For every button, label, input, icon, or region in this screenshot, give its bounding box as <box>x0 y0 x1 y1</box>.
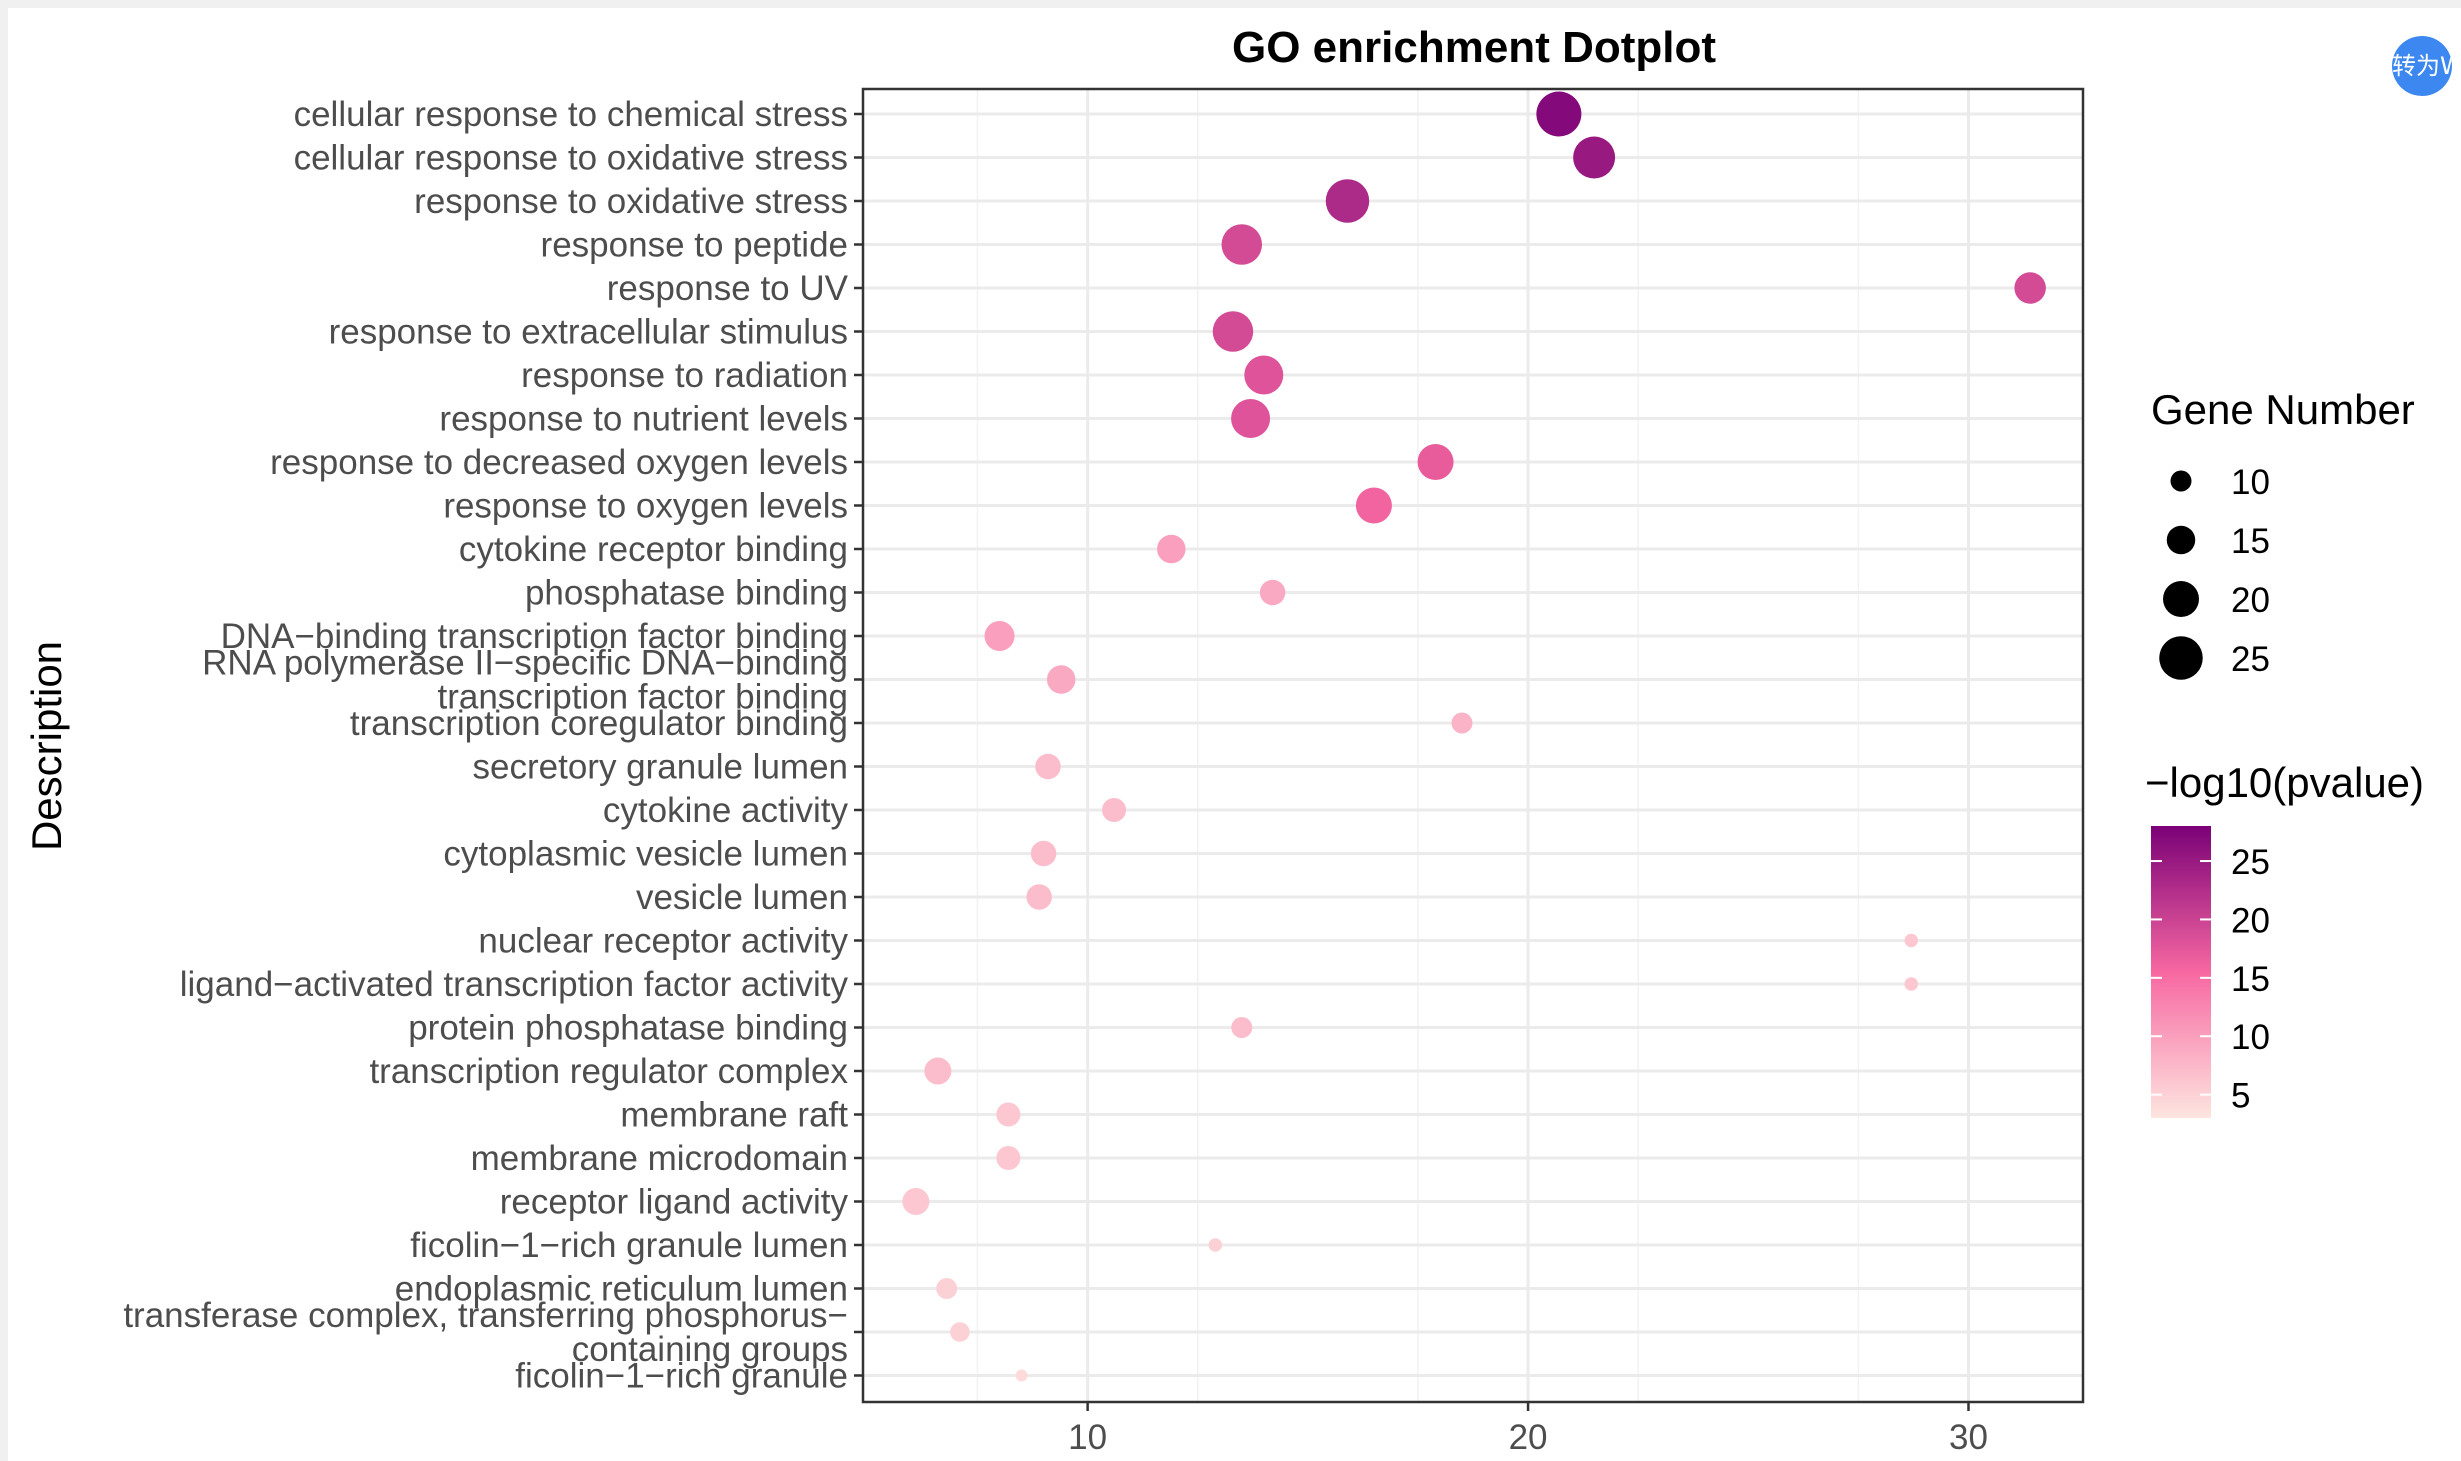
color-legend-label: 5 <box>2231 1077 2250 1116</box>
data-point <box>1026 884 1052 910</box>
data-point <box>1904 933 1918 948</box>
y-tick-label: DNA−binding transcription factor binding <box>221 617 848 656</box>
size-legend-label: 15 <box>2231 522 2270 561</box>
data-point <box>1030 840 1057 867</box>
data-point <box>950 1322 970 1342</box>
data-point <box>1102 798 1127 822</box>
y-tick-label: secretory granule lumen <box>473 748 848 787</box>
plot-panel <box>863 89 2083 1402</box>
y-axis: cellular response to chemical stress cell… <box>123 95 863 1396</box>
y-tick-label: cytokine activity <box>603 791 849 830</box>
size-legend-title: Gene Number <box>2151 386 2415 433</box>
y-tick-label: transcription regulator complex <box>369 1052 848 1091</box>
data-point <box>1417 444 1454 480</box>
y-tick-label: phosphatase binding <box>525 574 848 613</box>
data-point <box>1046 665 1076 694</box>
y-tick-label: membrane microdomain <box>471 1139 848 1178</box>
chart-title: GO enrichment Dotplot <box>1232 23 1716 72</box>
y-tick-label: endoplasmic reticulum lumen <box>395 1270 848 1309</box>
data-point <box>1212 311 1254 352</box>
data-point <box>1259 579 1286 606</box>
y-tick-label: nuclear receptor activity <box>478 922 848 961</box>
y-tick-label: response to peptide <box>541 226 848 265</box>
data-point <box>996 1102 1021 1127</box>
data-point <box>1573 136 1616 179</box>
grid-lines <box>863 89 2083 1402</box>
y-tick-label: ficolin−1−rich granule lumen <box>410 1226 848 1265</box>
y-tick-label: protein phosphatase binding <box>408 1009 848 1048</box>
size-legend: Gene Number 10 15 20 25 <box>2151 386 2415 680</box>
figure: GO enrichment Dotplot Description cellul… <box>8 8 2461 1461</box>
floating-badge[interactable]: 转为W <box>2392 36 2452 96</box>
data-point <box>984 621 1015 651</box>
dotplot-chart: GO enrichment Dotplot Description cellul… <box>23 23 2424 1457</box>
data-point <box>1904 977 1918 991</box>
y-tick-label: response to decreased oxygen levels <box>270 443 848 482</box>
y-tick-label: cytokine receptor binding <box>459 530 848 569</box>
data-point <box>1208 1238 1223 1252</box>
data-point <box>1157 534 1186 564</box>
y-tick-label: response to radiation <box>521 356 848 395</box>
y-tick-label: transferase complex, transferring phosph… <box>123 1296 848 1369</box>
y-tick-label: cytoplasmic vesicle lumen <box>443 835 848 874</box>
data-point <box>1231 399 1271 438</box>
data-point <box>1355 487 1392 524</box>
y-tick-label: transcription coregulator binding <box>350 704 848 743</box>
data-point <box>936 1278 958 1299</box>
data-point <box>1231 1017 1253 1038</box>
color-bar <box>2151 826 2211 1118</box>
data-point <box>1035 753 1061 780</box>
data-point <box>1325 179 1370 223</box>
data-point <box>924 1057 952 1085</box>
size-legend-key <box>2170 470 2192 492</box>
size-legend-key <box>2166 525 2196 555</box>
x-tick-label: 30 <box>1949 1418 1988 1457</box>
x-tick-label: 10 <box>1068 1418 1107 1457</box>
data-point <box>902 1188 930 1215</box>
y-tick-label: RNA polymerase II−specific DNA−binding tr… <box>202 644 848 717</box>
y-tick-label: response to nutrient levels <box>439 400 848 439</box>
data-point <box>1015 1369 1028 1382</box>
data-point <box>1244 355 1284 395</box>
y-tick-label: cellular response to oxidative stress <box>294 139 848 178</box>
color-legend-label: 20 <box>2231 901 2270 940</box>
y-tick-label: ficolin−1−rich granule <box>515 1357 848 1396</box>
color-legend-title: −log10(pvalue) <box>2145 759 2424 806</box>
plot-panel-border <box>861 87 2085 1404</box>
y-tick-label: response to oxygen levels <box>443 487 848 526</box>
y-tick-label: ligand−activated transcription factor ac… <box>180 965 849 1004</box>
y-axis-title: Description <box>23 641 70 851</box>
size-legend-key <box>2163 581 2199 617</box>
y-tick-label: response to extracellular stimulus <box>329 313 848 352</box>
data-points <box>902 91 2046 1382</box>
color-legend-label: 15 <box>2231 960 2270 999</box>
size-legend-key <box>2159 636 2203 680</box>
data-point <box>2014 272 2046 304</box>
data-point <box>1536 91 1582 137</box>
x-tick-label: 20 <box>1509 1418 1548 1457</box>
size-legend-label: 10 <box>2231 463 2270 502</box>
y-tick-label: cellular response to chemical stress <box>294 95 848 134</box>
y-tick-label: response to oxidative stress <box>414 182 848 221</box>
y-tick-label: receptor ligand activity <box>500 1183 849 1222</box>
color-legend-label: 25 <box>2231 843 2270 882</box>
size-legend-label: 25 <box>2231 640 2270 679</box>
data-point <box>1451 712 1473 734</box>
data-point <box>996 1146 1021 1170</box>
color-legend: −log10(pvalue) 5 10 15 20 25 <box>2145 759 2424 1118</box>
size-legend-label: 20 <box>2231 581 2270 620</box>
color-legend-label: 10 <box>2231 1018 2270 1057</box>
y-tick-label: vesicle lumen <box>636 878 848 917</box>
data-point <box>1221 224 1263 265</box>
y-tick-label: response to UV <box>607 269 849 308</box>
y-tick-label: membrane raft <box>620 1096 848 1135</box>
x-axis: 10 20 30 <box>1068 1402 1988 1457</box>
